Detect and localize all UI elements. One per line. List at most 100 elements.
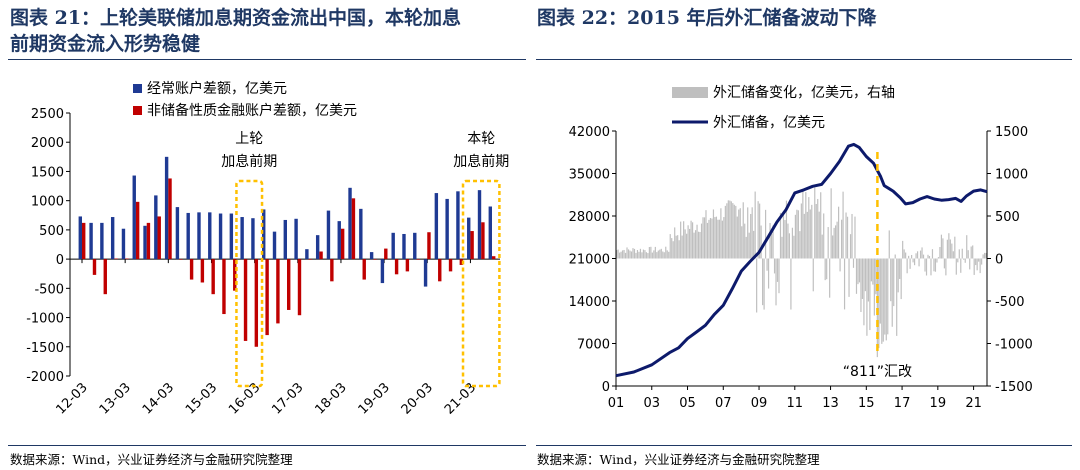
reserve-change-bar (708, 219, 710, 259)
reserve-change-bar (793, 235, 795, 259)
current-account-bar (423, 259, 428, 287)
reserve-change-bar (693, 232, 695, 259)
financial-account-bar (319, 251, 323, 260)
chart-22-x-tick-label: 17 (894, 396, 911, 411)
reserve-change-bar (748, 232, 750, 259)
reserve-change-bar (790, 258, 792, 310)
reserve-change-bar (982, 254, 984, 259)
reserve-change-bar (751, 207, 753, 259)
legend-financial-account-label: 非储备性质金融账户差额，亿美元 (147, 102, 357, 119)
chart-21-x-tick-label: 14-03 (140, 380, 177, 417)
previous-cycle-highlight-box (235, 179, 264, 388)
chart-22-left-tick-label: 7000 (577, 338, 610, 353)
reserve-change-bar (703, 217, 706, 259)
reserve-change-bar (957, 258, 959, 263)
reserve-change-bar (799, 231, 801, 259)
financial-account-bar (481, 222, 485, 260)
current-account-bar (413, 232, 417, 260)
reserve-change-bar (933, 258, 935, 272)
reserve-change-bar (812, 258, 814, 292)
reserve-change-bar (738, 209, 740, 259)
reserve-change-bar (842, 191, 844, 259)
reserve-change-bar (742, 202, 744, 259)
reserve-change-bar (757, 201, 759, 259)
reserve-change-bar (623, 249, 625, 259)
financial-account-bar (416, 259, 420, 260)
financial-account-bar (362, 259, 366, 280)
reserve-change-bar (845, 212, 847, 259)
chart-21-x-tick-label: 12-03 (54, 380, 91, 417)
financial-account-bar (427, 232, 431, 260)
chart-22-x-tick-label: 15 (858, 396, 875, 411)
reserve-change-bar (961, 248, 963, 259)
reserve-change-bar (975, 258, 977, 266)
reserve-change-bar (888, 230, 890, 259)
reserve-change-bar (753, 230, 755, 259)
reserve-change-bar (967, 250, 969, 259)
reserve-change-bar (890, 258, 892, 302)
reserve-change-bar (891, 258, 893, 327)
reserve-change-bar (733, 204, 735, 259)
legend-current-account-label: 经常账户差额，亿美元 (147, 80, 287, 97)
reserve-change-bar (951, 243, 953, 259)
reserve-change-bar (893, 258, 895, 307)
reserve-change-bar (677, 235, 679, 259)
chart-22-left-tick-label: 21000 (569, 253, 610, 268)
financial-account-bar (308, 259, 312, 260)
financial-account-bar (146, 222, 151, 260)
chart-21-title-line1: 图表 21：上轮美联储加息期资金流出中国，本轮加息 (10, 7, 462, 29)
reserve-change-bar (629, 250, 631, 259)
reserve-change-bar (773, 258, 776, 274)
reserve-change-bar (970, 246, 972, 259)
reserve-change-bar (802, 191, 804, 259)
reserve-change-bar (913, 258, 916, 266)
reserve-change-bar (963, 258, 965, 260)
reserve-change-bar (764, 209, 767, 259)
reserve-change-bar (686, 233, 688, 259)
reserve-change-bar (772, 225, 774, 259)
reserve-change-bar (681, 235, 683, 259)
reserve-change-bar (663, 252, 665, 259)
reserve-change-bar (818, 211, 820, 259)
chart-21-title-rule (8, 59, 526, 60)
chart-22-right-tick-label: 1000 (995, 168, 1028, 183)
reserve-change-bar (928, 256, 931, 259)
current-account-bar (456, 191, 460, 260)
reform-811-label: “811”汇改 (843, 364, 912, 380)
reserve-change-bar (727, 200, 729, 259)
reserve-change-bar (924, 258, 926, 272)
chart-21-y-tick-label: 0 (56, 253, 64, 268)
reserve-change-bar (724, 205, 726, 259)
current-account-bar (477, 190, 482, 260)
financial-account-bar (135, 201, 140, 260)
chart-21-y-tick-label: 2500 (31, 107, 64, 122)
reserve-change-bar (830, 188, 832, 259)
reserve-change-bar (782, 214, 785, 259)
reserve-change-bar (630, 251, 633, 259)
reserve-change-bar (882, 258, 884, 342)
reserve-change-bar (979, 258, 981, 274)
reserve-change-bar (705, 210, 707, 259)
reserve-change-bar (872, 258, 874, 285)
reserve-change-bar (876, 258, 878, 358)
reserve-change-bar (945, 258, 947, 276)
financial-account-bar (114, 258, 118, 260)
reserve-change-bar (770, 233, 773, 259)
current-account-bar (186, 212, 190, 260)
reserve-change-bar (916, 251, 919, 259)
current-account-bar (380, 259, 385, 284)
reserve-change-bar (639, 248, 642, 259)
annotation-line2: 加息前期 (453, 153, 509, 170)
reserve-change-bar (925, 258, 928, 276)
reserve-change-bar (960, 258, 962, 273)
current-account-bar (402, 233, 406, 260)
reserve-change-bar (840, 219, 843, 259)
financial-account-bar (265, 259, 269, 336)
chart-21-y-tick-label: 1500 (31, 165, 64, 180)
reserve-change-bar (969, 258, 971, 270)
reserve-change-bar (735, 205, 737, 259)
chart-22-right-tick-label: -1000 (995, 338, 1033, 353)
reserve-change-bar (754, 191, 756, 259)
reserve-change-bar (678, 240, 680, 259)
reserve-change-bar (838, 206, 840, 259)
